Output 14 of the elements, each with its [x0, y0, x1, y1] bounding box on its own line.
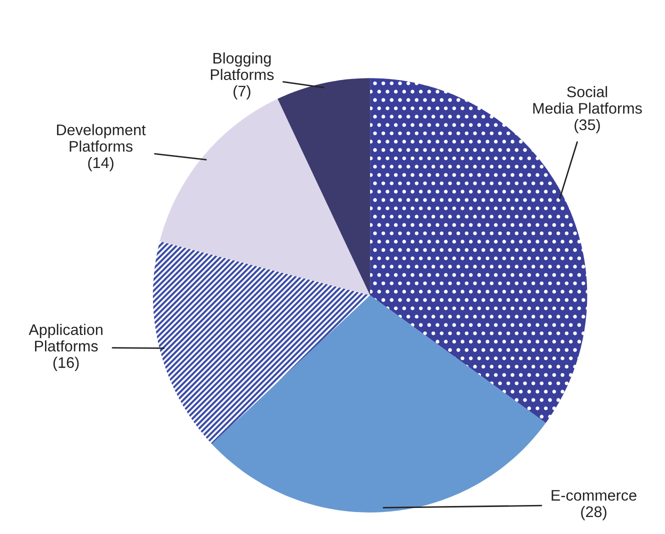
slice-label: Blogging Platforms — [210, 52, 274, 80]
slice-label: E-commerce — [552, 490, 636, 501]
data-label: (14) — [88, 156, 114, 172]
pie-slice — [212, 295, 546, 512]
pie-slice — [160, 98, 370, 296]
data-label: (16) — [53, 356, 79, 371]
slice-label: Application Platforms — [28, 324, 102, 352]
pie-slice — [152, 241, 370, 444]
data-label: (28) — [581, 506, 606, 520]
data-label: (35) — [574, 118, 600, 134]
slice-label: Social Media Platforms — [533, 86, 642, 114]
pie-slice — [278, 78, 370, 296]
data-label: (7) — [234, 85, 250, 100]
slice-label: Development Platforms — [57, 124, 146, 152]
